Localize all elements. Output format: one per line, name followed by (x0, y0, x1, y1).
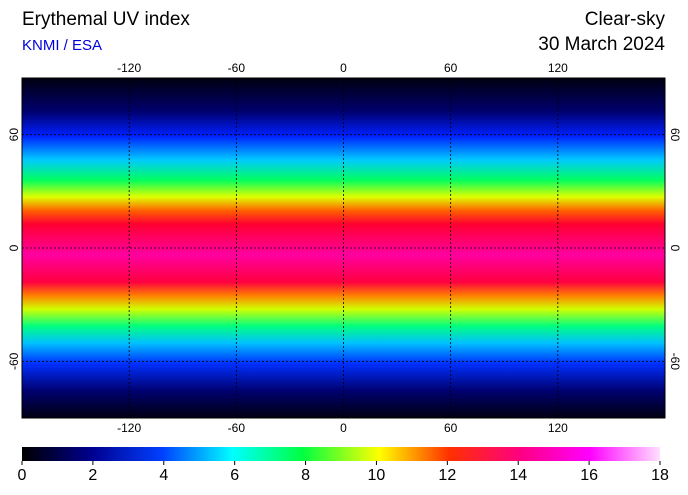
x-tick-label: -60 (228, 61, 246, 75)
colorbar (22, 447, 660, 461)
colorbar-label: 8 (301, 467, 310, 484)
x-tick-label: 0 (340, 61, 347, 75)
colorbar-label: 6 (230, 467, 239, 484)
y-tick-label: 0 (7, 244, 21, 251)
colorbar-label: 2 (88, 467, 97, 484)
y-tick-label: 0 (668, 245, 682, 252)
colorbar-label: 0 (18, 467, 27, 484)
x-tick-label: 120 (548, 61, 568, 75)
source: KNMI / ESA (22, 37, 102, 54)
condition: Clear-sky (585, 9, 666, 30)
x-tick-label: -120 (117, 421, 141, 435)
x-tick-label: 120 (548, 421, 568, 435)
x-tick-label: 60 (444, 61, 458, 75)
y-tick-label: -60 (7, 352, 21, 370)
colorbar-label: 12 (438, 467, 456, 484)
x-tick-label: 60 (444, 421, 458, 435)
x-tick-label: 0 (340, 421, 347, 435)
y-tick-label: -60 (668, 353, 682, 371)
y-tick-label: 60 (668, 128, 682, 142)
x-tick-label: -60 (228, 421, 246, 435)
colorbar-label: 4 (159, 467, 168, 484)
colorbar-label: 18 (651, 467, 669, 484)
y-tick-label: 60 (7, 128, 21, 142)
date: 30 March 2024 (538, 34, 665, 55)
colorbar-label: 14 (509, 467, 527, 484)
colorbar-label: 10 (368, 467, 386, 484)
colorbar-label: 16 (580, 467, 598, 484)
x-tick-label: -120 (117, 61, 141, 75)
title: Erythemal UV index (22, 9, 190, 30)
